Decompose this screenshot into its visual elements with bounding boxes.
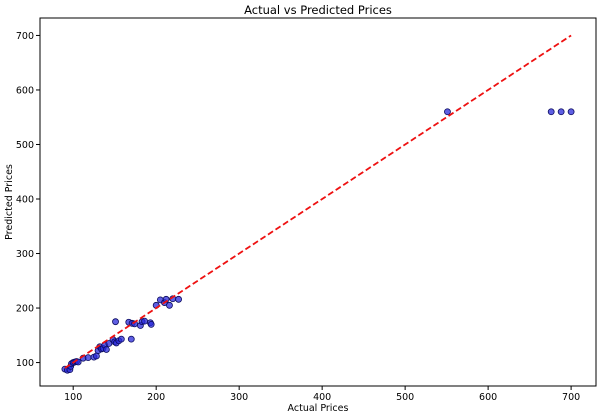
data-point (84, 354, 92, 362)
reference-line-layer (64, 34, 572, 369)
data-point (557, 108, 565, 116)
points-layer (61, 108, 575, 374)
data-point (112, 318, 119, 326)
data-point (147, 320, 155, 328)
y-tick-label: 100 (16, 358, 34, 369)
y-tick-label: 200 (16, 304, 34, 315)
data-point (547, 108, 555, 116)
y-tick-label: 300 (16, 249, 34, 260)
data-point (102, 346, 110, 353)
y-tick-label: 700 (16, 31, 34, 42)
x-tick-label: 600 (479, 392, 497, 403)
chart-title: Actual vs Predicted Prices (244, 3, 392, 17)
y-tick-label: 500 (16, 140, 34, 151)
y-axis-label: Predicted Prices (4, 164, 15, 240)
x-tick-label: 500 (396, 392, 414, 403)
data-point (127, 335, 135, 343)
x-tick-label: 400 (313, 392, 331, 403)
data-point (567, 108, 575, 116)
x-tick-label: 700 (562, 392, 580, 403)
reference-line (64, 34, 572, 369)
x-axis: 100 200 300 400 500 600 700 (64, 386, 580, 403)
y-tick-label: 600 (16, 85, 34, 96)
data-point (175, 295, 182, 303)
data-point (444, 108, 451, 116)
data-point (117, 335, 125, 343)
data-point (141, 317, 148, 325)
x-tick-label: 200 (147, 392, 165, 403)
plot-frame (39, 17, 597, 387)
data-point (166, 301, 173, 309)
x-axis-label: Actual Prices (288, 403, 349, 414)
plot-area (39, 17, 597, 387)
x-tick-label: 100 (64, 392, 82, 403)
x-tick-label: 300 (230, 392, 248, 403)
y-axis: 100 200 300 400 500 600 700 (16, 31, 40, 369)
y-tick-label: 400 (16, 195, 34, 206)
